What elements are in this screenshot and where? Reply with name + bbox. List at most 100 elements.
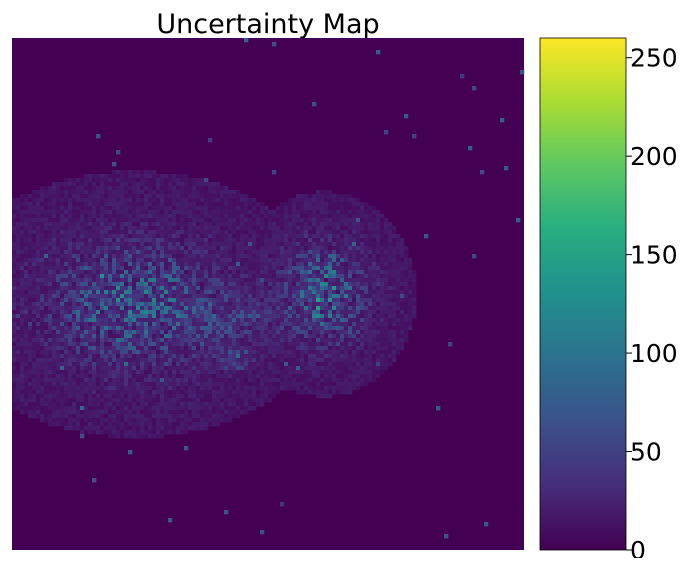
heatmap-cell — [16, 382, 20, 386]
heatmap-cell — [152, 310, 156, 314]
heatmap-cell — [124, 222, 128, 226]
heatmap-cell — [284, 294, 288, 298]
heatmap-cell — [96, 210, 100, 214]
heatmap-cell — [344, 362, 348, 366]
heatmap-cell — [272, 342, 276, 346]
heatmap-cell — [220, 282, 224, 286]
heatmap-cell — [140, 294, 144, 298]
heatmap-cell — [40, 318, 44, 322]
heatmap-cell — [372, 262, 376, 266]
heatmap-cell — [384, 218, 388, 222]
heatmap-cell — [252, 378, 256, 382]
heatmap-cell — [48, 278, 52, 282]
heatmap-cell — [364, 342, 368, 346]
heatmap-cell — [260, 238, 264, 242]
heatmap-cell — [132, 310, 136, 314]
heatmap-cell — [272, 350, 276, 354]
heatmap-cell — [376, 370, 380, 374]
heatmap-cell — [232, 294, 236, 298]
heatmap-cell — [364, 310, 368, 314]
heatmap-cell — [304, 258, 308, 262]
heatmap-cell — [144, 186, 148, 190]
heatmap-cell — [216, 298, 220, 302]
heatmap-cell — [68, 238, 72, 242]
heatmap-cell — [388, 270, 392, 274]
heatmap-cell — [88, 258, 92, 262]
heatmap-cell — [116, 354, 120, 358]
heatmap-cell — [144, 246, 148, 250]
heatmap-cell — [92, 218, 96, 222]
heatmap-cell — [384, 274, 388, 278]
heatmap-cell — [208, 274, 212, 278]
heatmap-cell — [100, 194, 104, 198]
heatmap-cell — [212, 338, 216, 342]
heatmap-cell — [348, 294, 352, 298]
heatmap-cell — [336, 230, 340, 234]
heatmap-cell — [60, 274, 64, 278]
heatmap-cell — [60, 230, 64, 234]
heatmap-cell — [144, 322, 148, 326]
heatmap-cell — [344, 318, 348, 322]
heatmap-cell — [236, 322, 240, 326]
heatmap-cell — [96, 302, 100, 306]
heatmap-cell — [300, 302, 304, 306]
heatmap-cell — [248, 306, 252, 310]
heatmap-cell — [200, 282, 204, 286]
heatmap-cell — [76, 290, 80, 294]
heatmap-cell — [300, 342, 304, 346]
heatmap-cell — [200, 246, 204, 250]
heatmap-cell — [136, 286, 140, 290]
heatmap-cell — [104, 302, 108, 306]
heatmap-cell — [296, 258, 300, 262]
heatmap-cell — [144, 238, 148, 242]
heatmap-cell — [104, 338, 108, 342]
heatmap-cell — [244, 358, 248, 362]
heatmap-cell — [104, 330, 108, 334]
heatmap-cell — [160, 178, 164, 182]
heatmap-cell — [316, 214, 320, 218]
heatmap-cell — [164, 346, 168, 350]
heatmap-cell — [52, 262, 56, 266]
heatmap-cell — [352, 246, 356, 250]
heatmap-cell — [212, 198, 216, 202]
heatmap-cell — [292, 262, 296, 266]
heatmap-cell — [232, 298, 236, 302]
heatmap-cell — [360, 262, 364, 266]
heatmap-cell — [116, 278, 120, 282]
heatmap-cell — [272, 334, 276, 338]
heatmap-cell — [48, 338, 52, 342]
heatmap-cell — [360, 234, 364, 238]
heatmap-cell — [240, 338, 244, 342]
heatmap-cell — [80, 374, 84, 378]
heatmap-cell — [336, 362, 340, 366]
heatmap-cell — [132, 286, 136, 290]
heatmap-cell — [328, 322, 332, 326]
heatmap-cell — [276, 382, 280, 386]
heatmap-cell — [188, 262, 192, 266]
heatmap-cell — [24, 334, 28, 338]
heatmap-cell — [124, 242, 128, 246]
heatmap-cell — [360, 246, 364, 250]
heatmap-cell — [128, 258, 132, 262]
heatmap-cell — [160, 342, 164, 346]
heatmap-cell — [76, 182, 80, 186]
heatmap-cell — [204, 190, 208, 194]
heatmap-cell — [292, 342, 296, 346]
heatmap-cell — [388, 338, 392, 342]
heatmap-cell — [12, 238, 16, 242]
heatmap-cell — [352, 274, 356, 278]
heatmap-cell — [88, 290, 92, 294]
heatmap-cell — [196, 362, 200, 366]
heatmap-cell — [72, 306, 76, 310]
heatmap-cell — [332, 242, 336, 246]
heatmap-cell — [364, 318, 368, 322]
heatmap-cell — [316, 382, 320, 386]
heatmap-cell — [268, 254, 272, 258]
heatmap-cell — [68, 222, 72, 226]
heatmap-cell — [96, 206, 100, 210]
heatmap-cell — [212, 358, 216, 362]
heatmap-cell — [108, 262, 112, 266]
heatmap-cell — [204, 366, 208, 370]
heatmap-cell — [324, 338, 328, 342]
heatmap-cell — [392, 310, 396, 314]
